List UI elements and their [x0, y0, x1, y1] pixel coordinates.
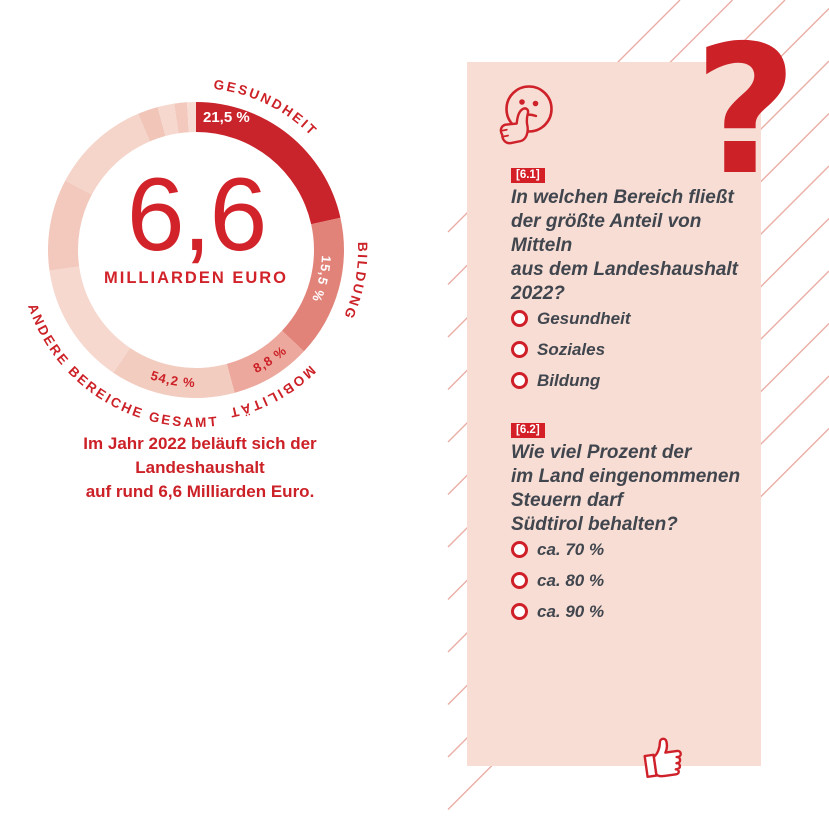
- donut-segment: [157, 103, 179, 137]
- question-mark: ?: [694, 7, 798, 214]
- donut-segment: [226, 330, 304, 393]
- donut-segment: [49, 266, 131, 373]
- radio-button-icon[interactable]: [511, 310, 528, 327]
- radio-option[interactable]: ca. 90 %: [511, 601, 761, 621]
- donut-segment: [65, 113, 150, 195]
- donut-segment: [196, 102, 341, 225]
- question-text-line: im Land eingenommenen: [511, 466, 741, 487]
- radio-button-icon[interactable]: [511, 541, 528, 558]
- chart-caption: Im Jahr 2022 beläuft sich der Landeshaus…: [18, 432, 382, 504]
- radio-button-icon[interactable]: [511, 372, 528, 389]
- radio-button-icon[interactable]: [511, 572, 528, 589]
- donut-segment: [174, 102, 189, 134]
- radio-option[interactable]: ca. 70 %: [511, 539, 761, 559]
- donut-segment: [282, 217, 344, 352]
- options-list: ca. 70 % ca. 80 % ca. 90 %: [511, 539, 761, 621]
- radio-option[interactable]: Bildung: [511, 370, 761, 390]
- radio-option[interactable]: Soziales: [511, 339, 761, 359]
- chart-caption-line: auf rund 6,6 Milliarden Euro.: [85, 482, 315, 501]
- options-list: Gesundheit Soziales Bildung: [511, 308, 761, 390]
- segment-percent: 21,5 %: [203, 109, 250, 126]
- donut-segment: [186, 102, 196, 133]
- question-text-line: Wie viel Prozent der: [511, 442, 692, 463]
- option-label: Bildung: [537, 370, 601, 390]
- chart-center-label: MILLIARDEN EURO: [104, 269, 288, 287]
- question-text: In welchen Bereich fließt der größte Ant…: [511, 186, 761, 306]
- donut-segment: [113, 347, 235, 399]
- question-text-line: 2022?: [511, 283, 565, 304]
- option-label: ca. 70 %: [537, 539, 605, 559]
- quiz-panel: [6.1] In welchen Bereich fließt der größ…: [467, 62, 761, 766]
- question-text-line: Südtirol behalten?: [511, 514, 678, 535]
- question-number-badge: [6.1]: [511, 168, 545, 183]
- chart-caption-line: Im Jahr 2022 beläuft sich der Landeshaus…: [83, 434, 317, 477]
- option-label: ca. 90 %: [537, 601, 605, 621]
- thinking-face-icon: [499, 85, 553, 145]
- chart-center-value: 6,6: [126, 157, 268, 273]
- question-number-badge: [6.2]: [511, 423, 545, 438]
- question-text-line: der größte Anteil von Mitteln: [511, 211, 702, 256]
- option-label: Gesundheit: [537, 308, 631, 328]
- donut-segment: [138, 107, 166, 142]
- question-block-61: [6.1] In welchen Bereich fließt der größ…: [511, 165, 761, 403]
- option-label: ca. 80 %: [537, 570, 605, 590]
- question-block-62: [6.2] Wie viel Prozent der im Land einge…: [511, 420, 761, 634]
- question-text-line: In welchen Bereich fließt: [511, 187, 734, 208]
- radio-option[interactable]: ca. 80 %: [511, 570, 761, 590]
- thumbs-up-icon: [643, 737, 682, 779]
- radio-button-icon[interactable]: [511, 341, 528, 358]
- donut-segment: [48, 180, 92, 271]
- question-text: Wie viel Prozent der im Land eingenommen…: [511, 441, 761, 537]
- question-text-line: aus dem Landeshaushalt: [511, 259, 739, 280]
- question-text-line: Steuern darf: [511, 490, 623, 511]
- radio-option[interactable]: Gesundheit: [511, 308, 761, 328]
- option-label: Soziales: [537, 339, 606, 359]
- radio-button-icon[interactable]: [511, 603, 528, 620]
